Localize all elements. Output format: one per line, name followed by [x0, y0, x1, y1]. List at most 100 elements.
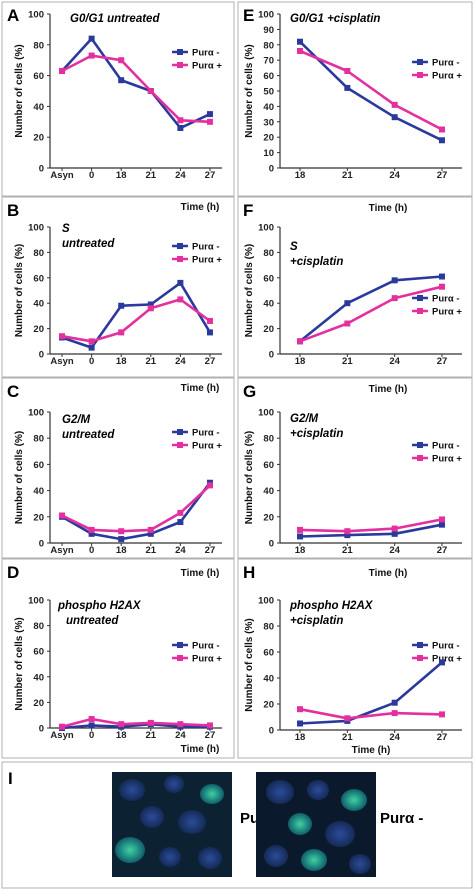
legend-marker [177, 49, 183, 55]
data-point [118, 329, 125, 336]
data-point [344, 67, 351, 74]
data-point [177, 519, 184, 526]
legend-label: Purα - [432, 441, 459, 452]
data-point [88, 35, 95, 42]
x-tick-label: 24 [175, 170, 186, 181]
legend-marker [417, 295, 423, 301]
y-tick-label: 40 [263, 486, 274, 497]
y-tick-label: 20 [33, 133, 44, 144]
panel-border-C [1, 377, 235, 559]
x-tick-label: 21 [146, 356, 157, 367]
chart-A: A 0 20 40 60 80 100 Asyn 0 18 21 24 27 Number of cell… [7, 6, 222, 181]
y-tick-label: 60 [263, 460, 274, 471]
panel-letter: D [7, 563, 19, 582]
y-axis-label: Number of cells (%) [14, 431, 25, 524]
y-tick-label: 80 [33, 40, 44, 51]
data-point [297, 47, 304, 54]
y-tick-label: 100 [258, 223, 274, 234]
data-point [344, 532, 351, 539]
x-axis-label-D: Time (h) [181, 744, 220, 755]
legend-label: Purα - [432, 294, 459, 305]
y-tick-label: 40 [263, 674, 274, 685]
data-point [177, 296, 184, 303]
data-point [297, 533, 304, 540]
x-tick-label: 24 [389, 545, 400, 556]
y-tick-label: 100 [28, 223, 44, 234]
x-tick-label: 27 [437, 356, 448, 367]
chart-B: B 0 20 40 60 80 100 Asyn 0 18 21 24 27 Number of cell… [7, 201, 222, 367]
data-point [177, 721, 184, 728]
chart-subtitle: untreated [62, 238, 115, 250]
y-tick-label: 0 [269, 539, 274, 550]
y-tick-label: 60 [263, 71, 274, 82]
data-point [391, 710, 398, 717]
data-point [344, 84, 351, 91]
data-point [118, 57, 125, 64]
x-tick-label: 18 [295, 732, 306, 743]
legend-marker [417, 72, 423, 78]
y-tick-label: 80 [263, 248, 274, 259]
x-tick-label: 21 [146, 170, 157, 181]
data-point [147, 88, 154, 94]
y-tick-label: 50 [263, 87, 274, 98]
y-tick-label: 80 [33, 621, 44, 632]
panel-border-A [1, 1, 235, 197]
y-tick-label: 100 [258, 10, 274, 21]
y-tick-label: 60 [33, 273, 44, 284]
data-point [438, 137, 445, 144]
legend-label: Purα - [192, 428, 219, 439]
series-line [61, 717, 211, 728]
panel-letter: E [243, 6, 254, 25]
chart-D: D 0 20 40 60 80 100 Asyn 0 18 21 24 27 Number of cell… [7, 563, 222, 741]
data-point [391, 295, 398, 302]
data-point [438, 126, 445, 133]
micrograph-pura-plus [112, 772, 232, 877]
data-point [438, 521, 445, 528]
panel-border-I [1, 761, 473, 889]
y-tick-label: 40 [33, 486, 44, 497]
y-tick-label: 90 [263, 25, 274, 36]
legend-label: Purα + [432, 307, 462, 318]
y-axis-label: Number of cells (%) [14, 244, 25, 337]
legend-label: Purα + [192, 441, 222, 452]
chart-subtitle: +cisplatin [290, 615, 343, 627]
series-line [299, 40, 443, 142]
x-axis-label-H: Time (h) [369, 568, 408, 579]
data-point [206, 329, 213, 336]
legend-label: Purα + [432, 654, 462, 665]
x-tick-label: 24 [389, 356, 400, 367]
x-tick-label: 0 [89, 356, 94, 367]
panel-border-F [237, 196, 473, 378]
chart-title: S [62, 223, 70, 235]
data-point [206, 118, 213, 125]
y-tick-label: 20 [263, 133, 274, 144]
series-line [299, 661, 443, 725]
x-tick-label: 24 [175, 730, 186, 741]
series-line [299, 275, 443, 343]
y-tick-label: 20 [33, 698, 44, 709]
data-point [206, 317, 213, 324]
panel-border-H [237, 558, 473, 759]
y-tick-label: 100 [258, 596, 274, 607]
x-tick-label: 18 [116, 545, 127, 556]
data-point [59, 67, 66, 74]
legend-label: Purα + [432, 454, 462, 465]
x-tick-label: 27 [205, 170, 216, 181]
data-point [438, 273, 445, 280]
chart-title: G2/M [62, 414, 91, 426]
legend-marker [177, 655, 183, 661]
x-tick-label: 21 [146, 730, 157, 741]
y-tick-label: 20 [33, 512, 44, 523]
x-tick-label: Asyn [50, 356, 73, 367]
legend-label: Purα - [192, 641, 219, 652]
x-axis-label-F: Time (h) [369, 203, 408, 214]
data-point [147, 719, 154, 726]
y-axis-label: Number of cells (%) [244, 244, 255, 337]
x-tick-label: 18 [295, 356, 306, 367]
x-tick-label: 0 [89, 545, 94, 556]
micrograph-label-pura-minus: Purα - [380, 810, 424, 827]
x-tick-label: 27 [205, 730, 216, 741]
data-point [297, 706, 304, 713]
legend-label: Purα + [192, 654, 222, 665]
